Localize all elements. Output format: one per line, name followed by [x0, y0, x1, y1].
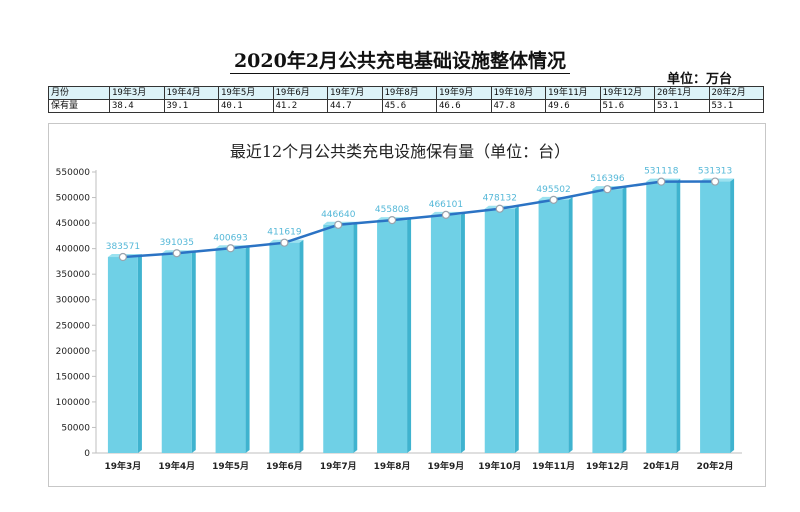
- y-tick-label: 450000: [56, 219, 91, 229]
- data-label: 400693: [213, 233, 247, 243]
- y-tick-label: 500000: [56, 194, 91, 204]
- table-cell: 53.1: [708, 99, 764, 113]
- bar-side: [299, 239, 304, 453]
- summary-table: 月份 19年3月 19年4月 19年5月 19年6月 19年7月 19年8月 19年9月 19年…: [48, 86, 764, 113]
- bar-side: [353, 221, 358, 453]
- table-header-row: 月份 19年3月 19年4月 19年5月 19年6月 19年7月 19年8月 19年9月 19年…: [48, 86, 764, 100]
- page-title: 2020年2月公共充电基础设施整体情况: [0, 46, 800, 74]
- chart-title: 最近12个月公共类充电设施保有量（单位：台）: [229, 142, 571, 161]
- y-tick-label: 0: [84, 449, 90, 459]
- bar: [377, 220, 408, 453]
- table-header-cell: 19年8月: [381, 86, 437, 100]
- table-header-cell: 19年5月: [218, 86, 274, 100]
- y-tick-label: 100000: [56, 398, 91, 408]
- table-header-cell: 19年4月: [163, 86, 219, 100]
- unit-label: 单位：万台: [666, 72, 732, 87]
- bar: [646, 181, 677, 454]
- table-value-row: 保有量 38.4 39.1 40.1 41.2 44.7 45.6 46.6 47.8 49.6 5…: [48, 99, 764, 113]
- table-header-label: 月份: [48, 86, 110, 100]
- bar-side: [245, 245, 250, 453]
- bar: [161, 253, 192, 453]
- x-tick-label: 20年2月: [697, 460, 734, 472]
- line-point: [549, 195, 558, 204]
- table-cell: 40.1: [218, 99, 274, 113]
- y-tick-label: 350000: [56, 270, 91, 280]
- line-point: [172, 249, 181, 258]
- bar-side: [407, 217, 412, 453]
- bar-side: [622, 186, 627, 454]
- bar-side: [514, 205, 519, 453]
- x-tick-label: 19年8月: [374, 460, 411, 472]
- bar: [269, 242, 300, 453]
- line-point: [280, 238, 289, 247]
- data-label: 516396: [590, 174, 625, 184]
- y-tick-label: 400000: [56, 245, 91, 255]
- bar: [215, 248, 246, 453]
- bar: [592, 189, 623, 454]
- table-header-cell: 19年6月: [272, 86, 328, 100]
- x-tick-label: 19年10月: [478, 460, 521, 472]
- data-label: 391035: [160, 238, 194, 248]
- table-cell: 44.7: [327, 99, 383, 113]
- table-header-cell: 19年3月: [109, 86, 165, 100]
- line-point: [603, 185, 612, 194]
- data-label: 466101: [429, 200, 463, 210]
- bar: [323, 224, 354, 453]
- trend-line: [122, 180, 716, 259]
- y-tick-label: 200000: [56, 347, 91, 357]
- table-header-cell: 20年2月: [708, 86, 764, 100]
- y-tick-label: 250000: [56, 321, 91, 331]
- x-tick-label: 19年11月: [532, 460, 575, 472]
- line-point: [710, 177, 720, 186]
- bar-side: [191, 250, 196, 453]
- y-tick-label: 150000: [56, 372, 91, 382]
- x-tick-label: 19年6月: [266, 460, 303, 472]
- x-tick-label: 19年5月: [212, 460, 249, 472]
- bar-side: [730, 178, 735, 453]
- data-label: 411619: [267, 228, 302, 238]
- y-tick-label: 50000: [61, 423, 90, 433]
- bar: [430, 214, 461, 453]
- x-tick-label: 19年4月: [158, 460, 195, 472]
- bar: [107, 257, 138, 453]
- y-tick-label: 550000: [56, 168, 91, 178]
- line-point: [226, 244, 235, 253]
- bar-side: [568, 196, 573, 454]
- x-tick-label: 19年12月: [586, 460, 629, 472]
- data-label: 478132: [483, 194, 517, 204]
- data-label: 455808: [375, 205, 410, 215]
- bar: [538, 199, 569, 453]
- table-row-label: 保有量: [48, 99, 110, 113]
- table-cell: 41.2: [272, 99, 328, 113]
- x-tick-label: 19年7月: [320, 460, 357, 472]
- line-point: [657, 177, 666, 186]
- line-point: [495, 204, 504, 213]
- bar-side: [137, 254, 142, 453]
- line-point: [118, 252, 128, 262]
- bar-side: [460, 211, 465, 453]
- bar-side: [676, 178, 681, 454]
- y-tick-label: 300000: [56, 296, 91, 306]
- x-tick-label: 19年9月: [428, 460, 465, 472]
- data-label: 531118: [644, 167, 679, 177]
- line-point: [441, 210, 451, 219]
- data-label: 531313: [698, 167, 732, 177]
- table-header-cell: 19年12月: [599, 86, 655, 100]
- data-label: 383571: [106, 242, 140, 252]
- line-point: [334, 220, 343, 229]
- table-cell: 53.1: [654, 99, 710, 113]
- table-header-cell: 20年1月: [654, 86, 710, 100]
- bar: [484, 208, 515, 453]
- x-tick-label: 19年3月: [105, 460, 142, 472]
- data-label: 495502: [536, 185, 570, 195]
- data-label: 446640: [321, 210, 356, 220]
- line-point: [387, 216, 397, 225]
- x-tick-label: 20年1月: [643, 460, 680, 472]
- bar: [700, 181, 731, 453]
